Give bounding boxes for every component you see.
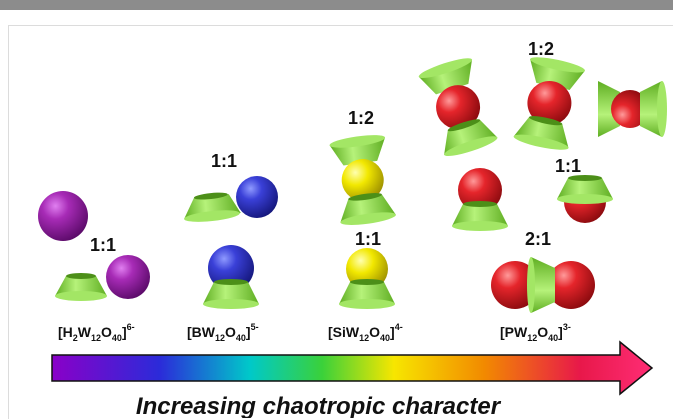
h2w12-cyclodextrin-cone <box>55 273 107 301</box>
arrow-caption: Increasing chaotropic character <box>136 393 502 418</box>
siw12-bound-sphere <box>346 248 388 290</box>
h2w12-ratio-label: 1:1 <box>90 235 116 255</box>
pw12-group: 1:2 1:1 <box>418 39 667 343</box>
h2w12-formula: [H2W12O40]6- <box>58 322 135 343</box>
pw12-inverse-sandwich-complex <box>491 257 595 313</box>
chaotropic-gradient-arrow <box>51 340 654 396</box>
h2w12-free-sphere <box>38 191 88 241</box>
bw12-ratio-label: 1:1 <box>211 151 237 171</box>
h2w12-bound-sphere <box>106 255 150 299</box>
siw12-sandwich-complex <box>329 135 396 225</box>
bw12-cyclodextrin-cone-free <box>184 192 241 222</box>
siw12-cyclodextrin-cone-bound <box>339 279 395 309</box>
siw12-ratio-1-label: 1:1 <box>355 229 381 249</box>
bw12-free-sphere <box>236 176 278 218</box>
pw12-bound-sphere <box>458 168 502 212</box>
pw12-sandwich-complex-side <box>598 81 667 137</box>
pw12-cyclodextrin-cone-cap <box>557 175 613 204</box>
pw12-inverse-sphere-left <box>491 261 539 309</box>
pw12-inverse-sphere-right <box>547 261 595 309</box>
pw12-sandwich-complex-b <box>513 57 585 150</box>
top-rule <box>0 0 673 10</box>
bw12-group: 1:1 [BW12O40]5- <box>184 151 278 343</box>
pw12-formula: [PW12O40]3- <box>500 322 571 343</box>
siw12-sandwich-sphere <box>341 159 384 202</box>
siw12-group: 1:2 1:1 [SiW12O40]4- <box>328 108 403 343</box>
pw12-sandwich-sphere-a <box>436 85 481 130</box>
pw12-cyclodextrin-cone-bound <box>452 201 508 231</box>
siw12-formula: [SiW12O40]4- <box>328 322 403 343</box>
bw12-cyclodextrin-cone-bound <box>203 279 259 309</box>
siw12-ratio-2-label: 1:2 <box>348 108 374 128</box>
pw12-sandwich-sphere-side <box>611 90 649 128</box>
bw12-formula: [BW12O40]5- <box>187 322 259 343</box>
pw12-sandwich-complex-a <box>418 58 498 157</box>
pw12-ratio-2-label: 1:2 <box>528 39 554 59</box>
pw12-ratio-3-label: 2:1 <box>525 229 551 249</box>
pw12-sandwich-sphere-b <box>527 81 572 126</box>
h2w12-group: 1:1 [H2W12O40]6- <box>38 191 150 343</box>
bw12-bound-sphere <box>208 245 254 291</box>
pw12-ratio-1-label: 1:1 <box>555 156 581 176</box>
